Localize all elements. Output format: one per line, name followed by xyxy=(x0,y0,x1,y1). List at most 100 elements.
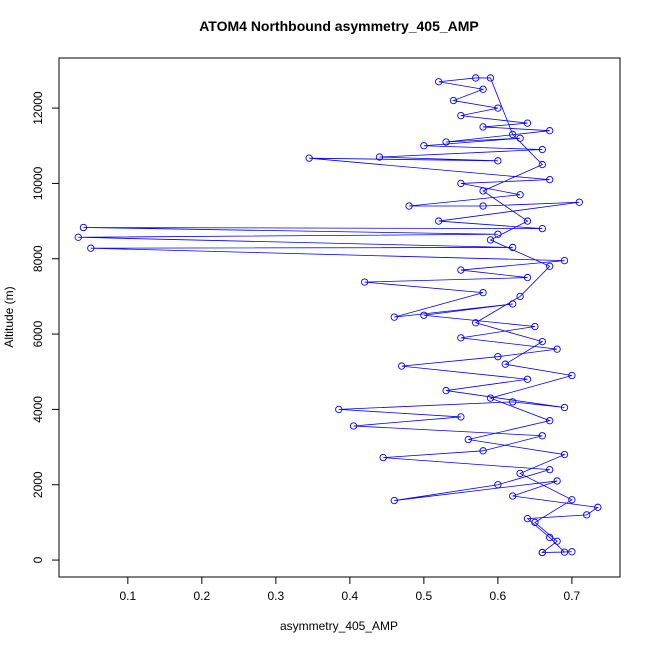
point xyxy=(516,191,524,199)
point xyxy=(442,386,450,395)
chart-title: ATOM4 Northbound asymmetry_405_AMP xyxy=(199,18,479,34)
point xyxy=(457,413,465,421)
point xyxy=(457,179,465,188)
point xyxy=(442,138,450,146)
point xyxy=(494,481,502,489)
point xyxy=(379,453,387,462)
point xyxy=(349,422,358,430)
series-line xyxy=(78,77,599,553)
point xyxy=(479,447,487,455)
y-tick-label: 8000 xyxy=(31,245,45,272)
x-axis-label: asymmetry_405_AMP xyxy=(280,619,398,633)
point xyxy=(560,548,569,556)
x-tick-label: 0.5 xyxy=(416,589,433,603)
point xyxy=(575,198,583,206)
point xyxy=(538,432,546,440)
point xyxy=(553,345,561,353)
x-tick-label: 0.1 xyxy=(119,589,136,603)
point xyxy=(509,492,517,500)
point xyxy=(390,313,398,321)
point xyxy=(420,142,428,150)
point xyxy=(546,176,554,184)
point xyxy=(553,477,561,485)
point xyxy=(523,273,532,282)
point xyxy=(509,130,517,139)
point xyxy=(435,217,443,225)
point xyxy=(516,469,524,478)
x-tick-label: 0.4 xyxy=(342,589,359,603)
point xyxy=(405,202,413,210)
point xyxy=(479,85,487,93)
point xyxy=(560,403,569,412)
point xyxy=(457,334,465,342)
point xyxy=(464,435,472,444)
point xyxy=(594,503,602,511)
point xyxy=(523,119,532,127)
point xyxy=(486,236,495,244)
point xyxy=(449,96,458,105)
point xyxy=(390,496,398,505)
point xyxy=(546,466,554,474)
y-tick-label: 0 xyxy=(31,556,45,563)
point xyxy=(457,111,465,120)
y-tick-label: 2000 xyxy=(31,471,45,498)
point xyxy=(509,300,517,308)
point xyxy=(553,537,561,545)
point xyxy=(486,74,495,82)
point xyxy=(494,353,502,361)
y-tick-label: 10000 xyxy=(31,166,45,200)
point xyxy=(560,256,569,265)
point xyxy=(479,202,487,210)
point xyxy=(494,157,502,165)
point xyxy=(546,262,554,270)
point xyxy=(546,417,554,425)
point xyxy=(435,78,443,86)
point xyxy=(531,322,539,331)
point xyxy=(516,134,524,142)
point xyxy=(501,360,509,368)
point xyxy=(420,311,428,319)
point xyxy=(568,496,576,504)
point xyxy=(305,154,313,162)
point xyxy=(568,371,576,380)
point xyxy=(546,127,554,135)
point xyxy=(494,230,502,238)
x-tick-label: 0.3 xyxy=(268,589,285,603)
point xyxy=(568,548,576,556)
point xyxy=(472,319,480,327)
point xyxy=(560,450,569,459)
point xyxy=(509,398,517,406)
point xyxy=(398,362,406,370)
point xyxy=(523,514,532,523)
point xyxy=(523,375,532,383)
point xyxy=(375,153,384,161)
x-tick-label: 0.6 xyxy=(490,589,507,603)
point xyxy=(583,511,591,519)
point xyxy=(538,145,546,154)
point xyxy=(494,104,502,112)
point xyxy=(509,243,517,252)
y-tick-label: 12000 xyxy=(31,91,45,125)
point xyxy=(538,224,546,233)
point xyxy=(335,405,343,414)
x-tick-label: 0.2 xyxy=(193,589,210,603)
point xyxy=(486,394,495,402)
point xyxy=(361,278,369,286)
y-tick-label: 4000 xyxy=(31,396,45,423)
y-tick-label: 6000 xyxy=(31,320,45,347)
point xyxy=(516,292,524,301)
point xyxy=(472,74,480,82)
point xyxy=(79,223,88,232)
point xyxy=(479,187,487,195)
x-tick-label: 0.7 xyxy=(564,589,581,603)
y-axis-label: Altitude (m) xyxy=(2,286,16,347)
point xyxy=(457,266,465,274)
point xyxy=(74,233,82,241)
point xyxy=(538,160,546,169)
point xyxy=(538,548,546,557)
point xyxy=(87,244,95,252)
plot-frame xyxy=(58,57,621,578)
point xyxy=(531,518,539,527)
point xyxy=(479,288,487,297)
